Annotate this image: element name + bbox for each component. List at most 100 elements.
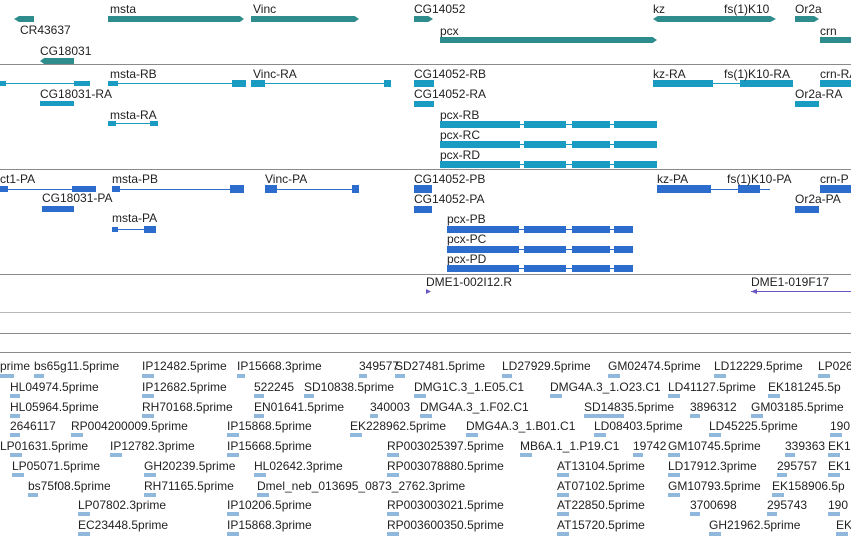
est-bar xyxy=(304,394,314,398)
protein-exon xyxy=(820,185,851,193)
est-bar xyxy=(254,473,266,477)
transcript-label: CG14052-RB xyxy=(414,67,487,81)
est-bar xyxy=(633,453,643,457)
gene-bar xyxy=(14,16,34,22)
est-label: 19742 xyxy=(633,439,667,453)
est-bar xyxy=(0,374,14,378)
gene-bar xyxy=(795,16,819,22)
est-bar xyxy=(78,512,90,516)
est-label: RP003600350.5prime xyxy=(387,518,504,532)
transcript-exon xyxy=(384,80,391,87)
protein-exon xyxy=(572,265,610,272)
est-label: SD14835.5prime xyxy=(584,400,675,414)
protein-intron-line xyxy=(657,189,769,190)
protein-exon xyxy=(414,206,432,213)
est-bar xyxy=(10,453,22,457)
transcript-label: crn-RA xyxy=(820,67,851,81)
est-bar xyxy=(28,493,38,497)
est-label: 339363 xyxy=(785,439,826,453)
est-label: LP01631.5prime xyxy=(0,439,89,453)
protein-label: pcx-PB xyxy=(447,212,486,226)
transcript-exon xyxy=(440,121,520,128)
est-bar xyxy=(144,493,156,497)
est-bar xyxy=(142,394,154,398)
transcript-exon xyxy=(653,80,713,87)
protein-exon xyxy=(144,226,156,233)
est-bar xyxy=(594,433,606,437)
transcript-exon xyxy=(414,101,434,107)
est-label: GH21962.5prime xyxy=(709,518,801,532)
est-bar xyxy=(502,374,512,378)
est-label: LD45225.5prime xyxy=(709,419,798,433)
protein-intron-line xyxy=(0,189,96,190)
est-bar xyxy=(257,493,269,497)
protein-exon xyxy=(524,246,566,253)
protein-exon xyxy=(42,206,74,212)
est-label: Dmel_neb_013695_0873_2762.3prime xyxy=(257,479,466,493)
est-label: EK181245.5p xyxy=(768,380,841,394)
est-bar xyxy=(550,394,562,398)
transcript-exon xyxy=(524,141,566,148)
gene-label: Vinc xyxy=(253,2,277,16)
transcript-label: pcx-RB xyxy=(440,108,480,122)
transcript-exon xyxy=(614,161,657,168)
est-bar xyxy=(12,473,24,477)
est-label: 295743 xyxy=(767,498,808,512)
est-label: DMG4A.3_1.B01.C1 xyxy=(466,419,576,433)
est-label: IP15868.3prime xyxy=(227,518,312,532)
protein-label: Or2a-PA xyxy=(795,192,841,206)
est-label: EK xyxy=(836,518,851,532)
est-label: LP05071.5prime xyxy=(12,459,101,473)
est-label: prime xyxy=(0,359,31,373)
gene-label: CR43637 xyxy=(20,23,71,37)
protein-label: kz-PA xyxy=(657,172,689,186)
est-label: RH71165.5prime xyxy=(144,479,234,493)
protein-exon xyxy=(795,206,819,213)
protein-exon xyxy=(614,265,633,272)
est-label: bs75f08.5prime xyxy=(28,479,111,493)
gene-label: fs(1)K10 xyxy=(724,2,770,16)
protein-label: crn-P xyxy=(820,172,849,186)
protein-exon xyxy=(447,265,519,272)
transcript-exon xyxy=(150,121,158,126)
est-bar xyxy=(768,394,780,398)
est-label: EC23448.5prime xyxy=(78,518,169,532)
transcript-exon xyxy=(795,101,819,107)
gene-bar xyxy=(108,16,244,22)
est-bar xyxy=(557,493,569,497)
transcript-exon xyxy=(108,81,118,86)
transcript-label: msta-RB xyxy=(110,67,157,81)
est-bar xyxy=(828,473,840,477)
est-bar xyxy=(142,374,154,378)
est-bar xyxy=(395,374,405,378)
est-bar xyxy=(227,532,239,536)
protein-exon xyxy=(447,226,519,233)
est-label: RP004200009.5prime xyxy=(71,419,188,433)
est-label: EK1 xyxy=(828,459,851,473)
est-label: EK1 xyxy=(828,439,851,453)
transcript-exon xyxy=(440,161,520,168)
transcript-label: CG18031-RA xyxy=(40,87,113,101)
gene-bar xyxy=(40,58,74,64)
est-bar xyxy=(420,414,432,418)
est-label: 3896312 xyxy=(690,400,737,414)
clone-label: DME1-019F17 xyxy=(751,275,830,289)
est-label: EK158906.5p xyxy=(772,479,845,493)
est-label: LD12229.5prime xyxy=(714,359,803,373)
protein-exon xyxy=(614,226,633,233)
est-bar xyxy=(751,414,763,418)
protein-exon xyxy=(0,186,8,192)
est-bar xyxy=(818,374,830,378)
est-bar xyxy=(668,453,680,457)
gene-bar xyxy=(251,16,359,22)
est-label: SD10838.5prime xyxy=(304,380,395,394)
est-bar xyxy=(414,394,426,398)
est-bar xyxy=(110,453,122,457)
protein-label: CG14052-PB xyxy=(414,172,486,186)
transcript-intron-line xyxy=(0,83,90,84)
est-label: 522245 xyxy=(254,380,295,394)
protein-label: msta-PB xyxy=(112,172,159,186)
transcript-label: msta-RA xyxy=(110,108,157,122)
est-label: AT13104.5prime xyxy=(557,459,645,473)
protein-exon xyxy=(414,185,432,193)
